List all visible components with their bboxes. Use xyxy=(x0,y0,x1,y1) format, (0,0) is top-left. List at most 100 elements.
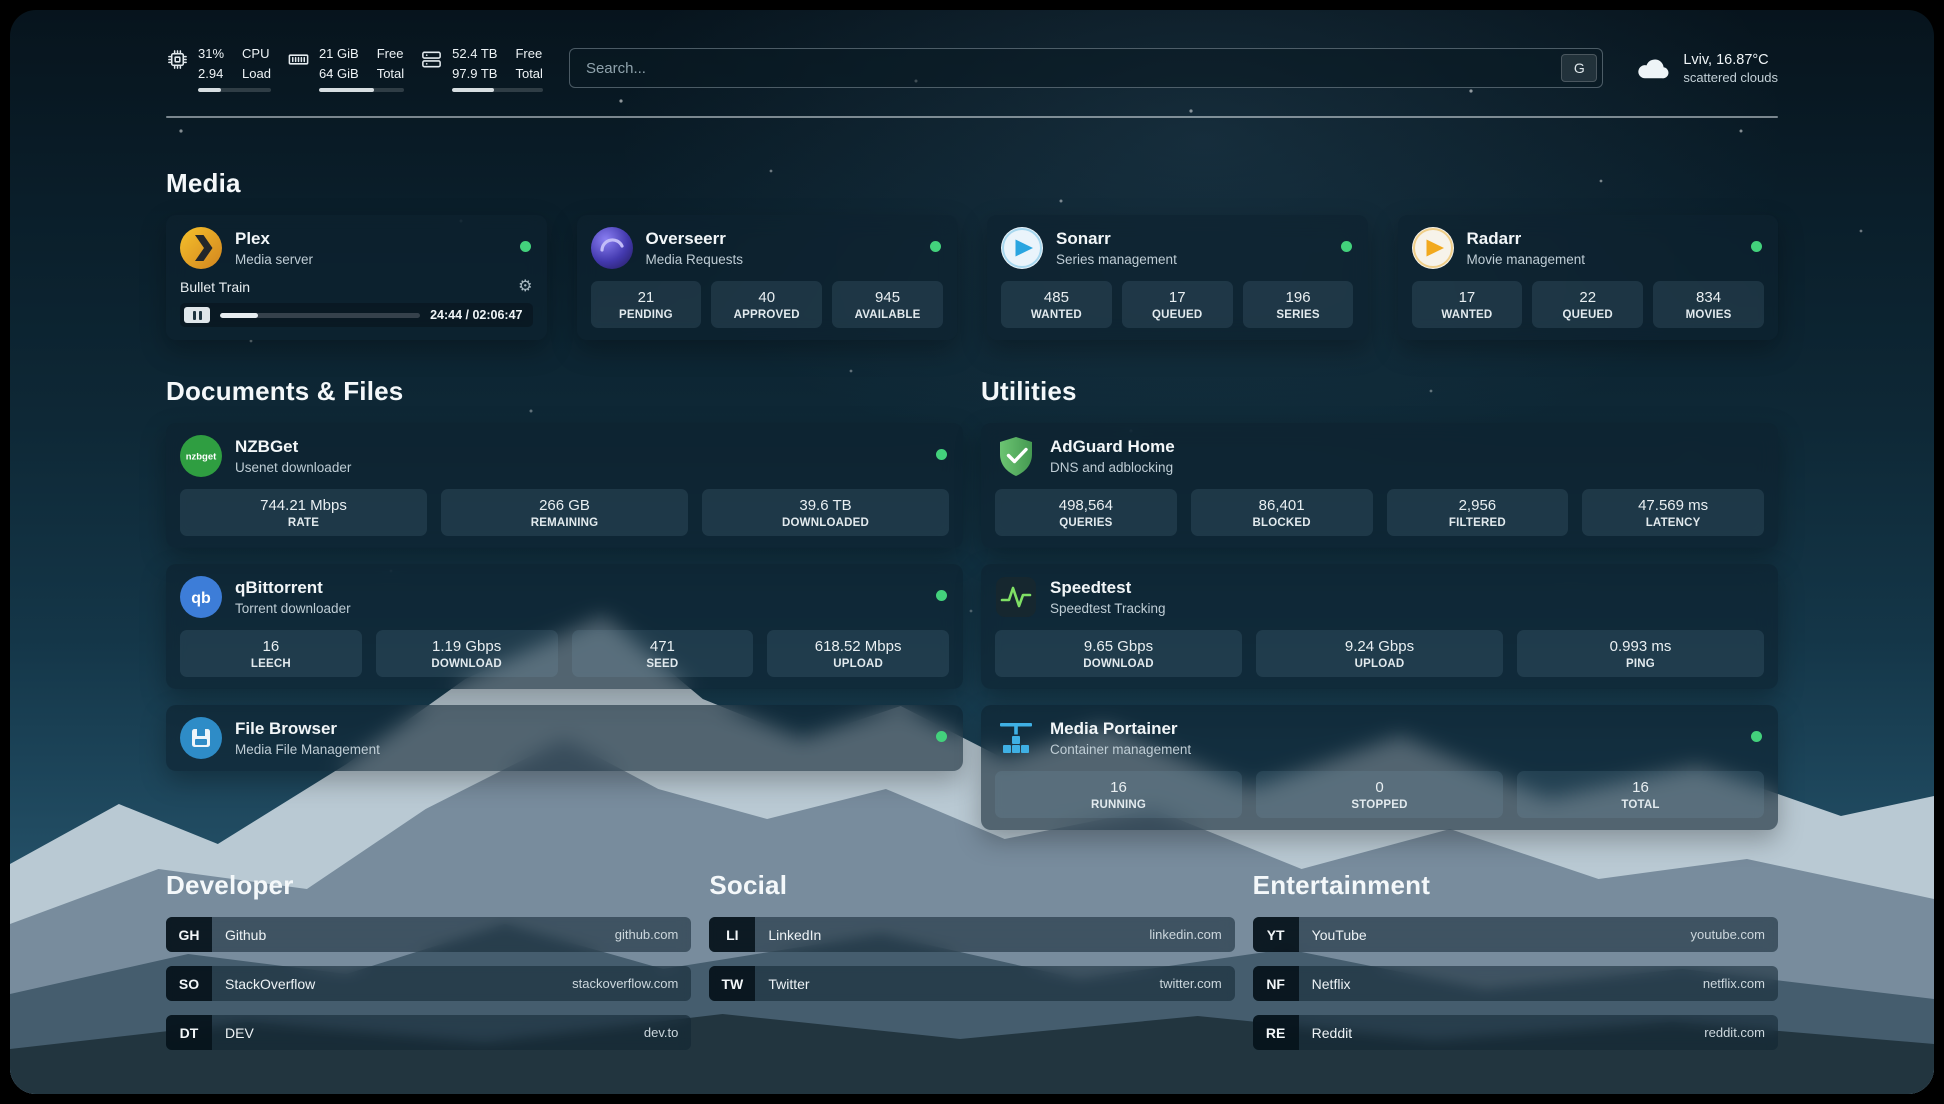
bookmark-reddit[interactable]: RE Reddit reddit.com xyxy=(1253,1015,1778,1050)
dashboard-content: 31% CPU 2.94 Load xyxy=(166,10,1778,1080)
app-card-overseerr[interactable]: Overseerr Media Requests 21 PENDING 40 A… xyxy=(577,215,958,340)
app-titles: NZBGet Usenet downloader xyxy=(235,437,351,475)
stat-box: 86,401 BLOCKED xyxy=(1191,489,1373,536)
app-name: File Browser xyxy=(235,719,380,739)
radarr-icon xyxy=(1412,227,1454,269)
stat-value: 2,956 xyxy=(1391,497,1565,514)
bookmark-name: Twitter xyxy=(755,976,1159,992)
stat-box: 17 QUEUED xyxy=(1122,281,1233,328)
bookmark-url: twitter.com xyxy=(1160,976,1235,991)
app-card-sonarr[interactable]: Sonarr Series management 485 WANTED 17 Q… xyxy=(987,215,1368,340)
bookmark-stackoverflow[interactable]: SO StackOverflow stackoverflow.com xyxy=(166,966,691,1001)
app-name: Radarr xyxy=(1467,229,1586,249)
entertainment-bookmark-list: YT YouTube youtube.com NF Netflix netfli… xyxy=(1253,917,1778,1050)
stat-box: 618.52 Mbps UPLOAD xyxy=(767,630,949,677)
svg-text:nzbget: nzbget xyxy=(186,452,217,463)
stat-value: 40 xyxy=(715,289,818,306)
stat-box: 945 AVAILABLE xyxy=(832,281,943,328)
status-dot xyxy=(1341,241,1352,252)
app-name: Media Portainer xyxy=(1050,719,1191,739)
app-card-filebrowser[interactable]: File Browser Media File Management xyxy=(166,705,963,771)
ram-label-bottom: Total xyxy=(377,64,404,84)
app-card-radarr[interactable]: Radarr Movie management 17 WANTED 22 QUE… xyxy=(1398,215,1779,340)
bookmark-linkedin[interactable]: LI LinkedIn linkedin.com xyxy=(709,917,1234,952)
reddit-favicon: RE xyxy=(1253,1015,1299,1050)
ram-monitor-body: 21 GiB Free 64 GiB Total xyxy=(319,44,404,92)
stat-box: 1.19 Gbps DOWNLOAD xyxy=(376,630,558,677)
stat-label: QUEUED xyxy=(1536,309,1639,321)
app-header: AdGuard Home DNS and adblocking xyxy=(995,435,1764,477)
stat-box: 266 GB REMAINING xyxy=(441,489,688,536)
stat-box: 47.569 ms LATENCY xyxy=(1582,489,1764,536)
app-card-plex[interactable]: Plex Media server Bullet Train ⚙ 24:44 xyxy=(166,215,547,340)
app-titles: qBittorrent Torrent downloader xyxy=(235,578,351,616)
bookmark-netflix[interactable]: NF Netflix netflix.com xyxy=(1253,966,1778,1001)
search-bar[interactable]: G xyxy=(569,48,1603,88)
stat-value: 266 GB xyxy=(445,497,684,514)
stat-value: 17 xyxy=(1126,289,1229,306)
search-input[interactable] xyxy=(570,49,1561,87)
stat-value: 16 xyxy=(999,779,1238,796)
cpu-monitor-values: 31% CPU 2.94 Load xyxy=(198,44,271,83)
app-card-speedtest[interactable]: Speedtest Speedtest Tracking 9.65 Gbps D… xyxy=(981,564,1778,689)
cpu-load-value: 2.94 xyxy=(198,64,224,84)
documents-card-list: nzbget NZBGet Usenet downloader 744.21 M… xyxy=(166,423,963,771)
qbittorrent-icon: qb xyxy=(180,576,222,618)
bookmark-twitter[interactable]: TW Twitter twitter.com xyxy=(709,966,1234,1001)
cpu-chip-icon xyxy=(166,48,189,71)
stat-label: REMAINING xyxy=(445,517,684,529)
gear-icon[interactable]: ⚙ xyxy=(518,279,532,295)
stat-label: DOWNLOAD xyxy=(380,658,554,670)
bookmark-github[interactable]: GH Github github.com xyxy=(166,917,691,952)
stat-box: 0 STOPPED xyxy=(1256,771,1503,818)
disk-progress-track xyxy=(452,88,543,92)
stat-label: FILTERED xyxy=(1391,517,1565,529)
stat-label: AVAILABLE xyxy=(836,309,939,321)
stat-box: 196 SERIES xyxy=(1243,281,1354,328)
stat-box: 9.65 Gbps DOWNLOAD xyxy=(995,630,1242,677)
stat-label: UPLOAD xyxy=(1260,658,1499,670)
status-dot xyxy=(936,590,947,601)
stat-value: 834 xyxy=(1657,289,1760,306)
status-dot xyxy=(1751,731,1762,742)
stat-box: 834 MOVIES xyxy=(1653,281,1764,328)
app-header: Radarr Movie management xyxy=(1412,227,1765,269)
stat-value: 39.6 TB xyxy=(706,497,945,514)
stat-box: 485 WANTED xyxy=(1001,281,1112,328)
app-description: DNS and adblocking xyxy=(1050,460,1175,475)
bookmark-youtube[interactable]: YT YouTube youtube.com xyxy=(1253,917,1778,952)
weather-widget: Lviv, 16.87°C scattered clouds xyxy=(1635,52,1778,85)
app-description: Container management xyxy=(1050,742,1191,757)
stat-label: WANTED xyxy=(1005,309,1108,321)
cpu-monitor-body: 31% CPU 2.94 Load xyxy=(198,44,271,92)
app-header: Sonarr Series management xyxy=(1001,227,1354,269)
stat-value: 196 xyxy=(1247,289,1350,306)
weather-condition: scattered clouds xyxy=(1683,70,1778,85)
playback-progress-fill xyxy=(220,313,258,318)
stat-label: MOVIES xyxy=(1657,309,1760,321)
stat-label: WANTED xyxy=(1416,309,1519,321)
section-title-documents: Documents & Files xyxy=(166,376,963,407)
app-description: Media Requests xyxy=(646,252,744,267)
section-title-utilities: Utilities xyxy=(981,376,1778,407)
app-name: Overseerr xyxy=(646,229,744,249)
app-card-portainer[interactable]: Media Portainer Container management 16 … xyxy=(981,705,1778,830)
stat-value: 744.21 Mbps xyxy=(184,497,423,514)
app-card-qbittorrent[interactable]: qb qBittorrent Torrent downloader 16 LEE… xyxy=(166,564,963,689)
bookmark-name: LinkedIn xyxy=(755,927,1149,943)
search-engine-button[interactable]: G xyxy=(1561,54,1597,82)
bookmark-url: linkedin.com xyxy=(1149,927,1234,942)
app-description: Media File Management xyxy=(235,742,380,757)
stat-label: LEECH xyxy=(184,658,358,670)
bookmark-name: StackOverflow xyxy=(212,976,572,992)
app-header: File Browser Media File Management xyxy=(180,717,949,759)
stat-box: 16 LEECH xyxy=(180,630,362,677)
bookmark-columns: Developer GH Github github.com SO StackO… xyxy=(166,870,1778,1080)
cpu-label-top: CPU xyxy=(242,44,271,64)
app-card-nzbget[interactable]: nzbget NZBGet Usenet downloader 744.21 M… xyxy=(166,423,963,548)
stat-label: UPLOAD xyxy=(771,658,945,670)
bookmark-dev[interactable]: DT DEV dev.to xyxy=(166,1015,691,1050)
app-card-adguard[interactable]: AdGuard Home DNS and adblocking 498,564 … xyxy=(981,423,1778,548)
stat-box: 9.24 Gbps UPLOAD xyxy=(1256,630,1503,677)
pause-button[interactable] xyxy=(184,307,210,323)
